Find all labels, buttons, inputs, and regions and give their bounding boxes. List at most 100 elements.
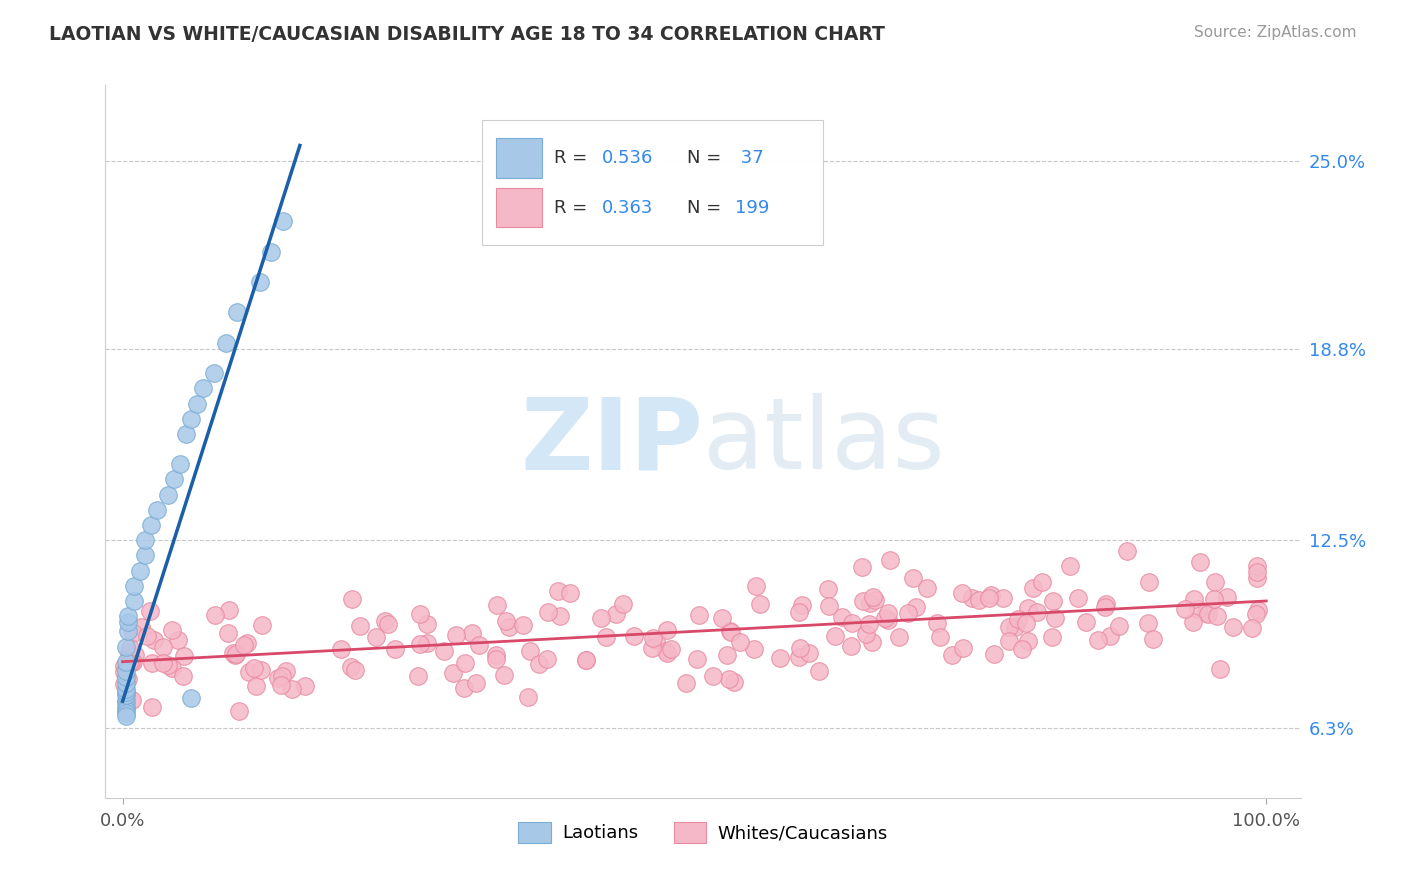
Point	[1137, 574, 1160, 589]
Point	[841, 616, 863, 631]
Point	[1195, 606, 1218, 620]
Point	[486, 598, 509, 612]
Point	[862, 591, 884, 605]
Point	[1026, 605, 1049, 619]
Point	[228, 704, 250, 718]
Point	[250, 618, 273, 632]
Point	[224, 648, 246, 662]
Point	[789, 641, 811, 656]
Point	[915, 581, 938, 595]
Point	[1004, 620, 1026, 634]
Point	[115, 670, 138, 684]
Point	[1246, 558, 1268, 573]
Point	[416, 617, 439, 632]
Point	[1108, 618, 1130, 632]
Point	[720, 625, 742, 640]
Point	[1042, 593, 1064, 607]
Point	[117, 624, 139, 639]
Point	[202, 366, 225, 380]
Point	[512, 617, 534, 632]
Text: atlas: atlas	[703, 393, 945, 490]
Point	[141, 656, 163, 670]
Text: LAOTIAN VS WHITE/CAUCASIAN DISABILITY AGE 18 TO 34 CORRELATION CHART: LAOTIAN VS WHITE/CAUCASIAN DISABILITY AG…	[49, 25, 886, 44]
Point	[859, 595, 882, 609]
Point	[1094, 599, 1116, 614]
Point	[115, 695, 138, 709]
Point	[623, 629, 645, 643]
Point	[1189, 555, 1212, 569]
Text: 37: 37	[735, 149, 763, 167]
Point	[1206, 609, 1229, 624]
Point	[1246, 571, 1268, 585]
Point	[558, 586, 581, 600]
Point	[416, 636, 439, 650]
Point	[408, 669, 430, 683]
Point	[1067, 591, 1090, 606]
Point	[453, 656, 475, 670]
Point	[121, 692, 143, 706]
Point	[146, 503, 169, 517]
Point	[519, 644, 541, 658]
Point	[115, 640, 138, 654]
Point	[792, 599, 814, 613]
Point	[744, 641, 766, 656]
Point	[162, 661, 184, 675]
Point	[115, 688, 138, 702]
Point	[851, 559, 873, 574]
Point	[941, 648, 963, 662]
Point	[432, 644, 454, 658]
Point	[377, 617, 399, 632]
Point	[141, 699, 163, 714]
Point	[575, 653, 598, 667]
Point	[997, 620, 1019, 634]
Point	[718, 624, 741, 638]
Point	[1087, 633, 1109, 648]
Point	[114, 658, 136, 673]
Point	[1187, 601, 1209, 615]
Point	[1174, 602, 1197, 616]
Point	[1204, 575, 1226, 590]
Point	[1040, 630, 1063, 644]
Point	[444, 628, 467, 642]
Point	[983, 647, 1005, 661]
Point	[1031, 574, 1053, 589]
Text: ZIP: ZIP	[520, 393, 703, 490]
Point	[498, 620, 520, 634]
Point	[1017, 601, 1039, 615]
Point	[901, 571, 924, 585]
Text: N =: N =	[688, 199, 727, 217]
Point	[952, 641, 974, 656]
Point	[1007, 612, 1029, 626]
Point	[1241, 621, 1264, 635]
Point	[349, 619, 371, 633]
Point	[589, 611, 612, 625]
Point	[495, 614, 517, 628]
Point	[174, 426, 197, 441]
Point	[1209, 662, 1232, 676]
Point	[1182, 591, 1205, 606]
Point	[1216, 590, 1239, 604]
Point	[120, 655, 142, 669]
Point	[655, 623, 678, 637]
Point	[250, 663, 273, 677]
Point	[117, 609, 139, 624]
Point	[769, 650, 792, 665]
Point	[745, 579, 768, 593]
Point	[889, 631, 911, 645]
Point	[527, 657, 550, 671]
Point	[818, 599, 841, 613]
Point	[441, 665, 464, 680]
Point	[214, 335, 236, 350]
Point	[180, 691, 202, 706]
Point	[1059, 558, 1081, 573]
Point	[817, 582, 839, 596]
Point	[605, 607, 627, 622]
Point	[134, 533, 156, 548]
Point	[723, 675, 745, 690]
Point	[281, 682, 304, 697]
Point	[860, 634, 883, 648]
Point	[136, 629, 159, 643]
Point	[1222, 620, 1244, 634]
Point	[716, 648, 738, 662]
Point	[121, 656, 143, 670]
